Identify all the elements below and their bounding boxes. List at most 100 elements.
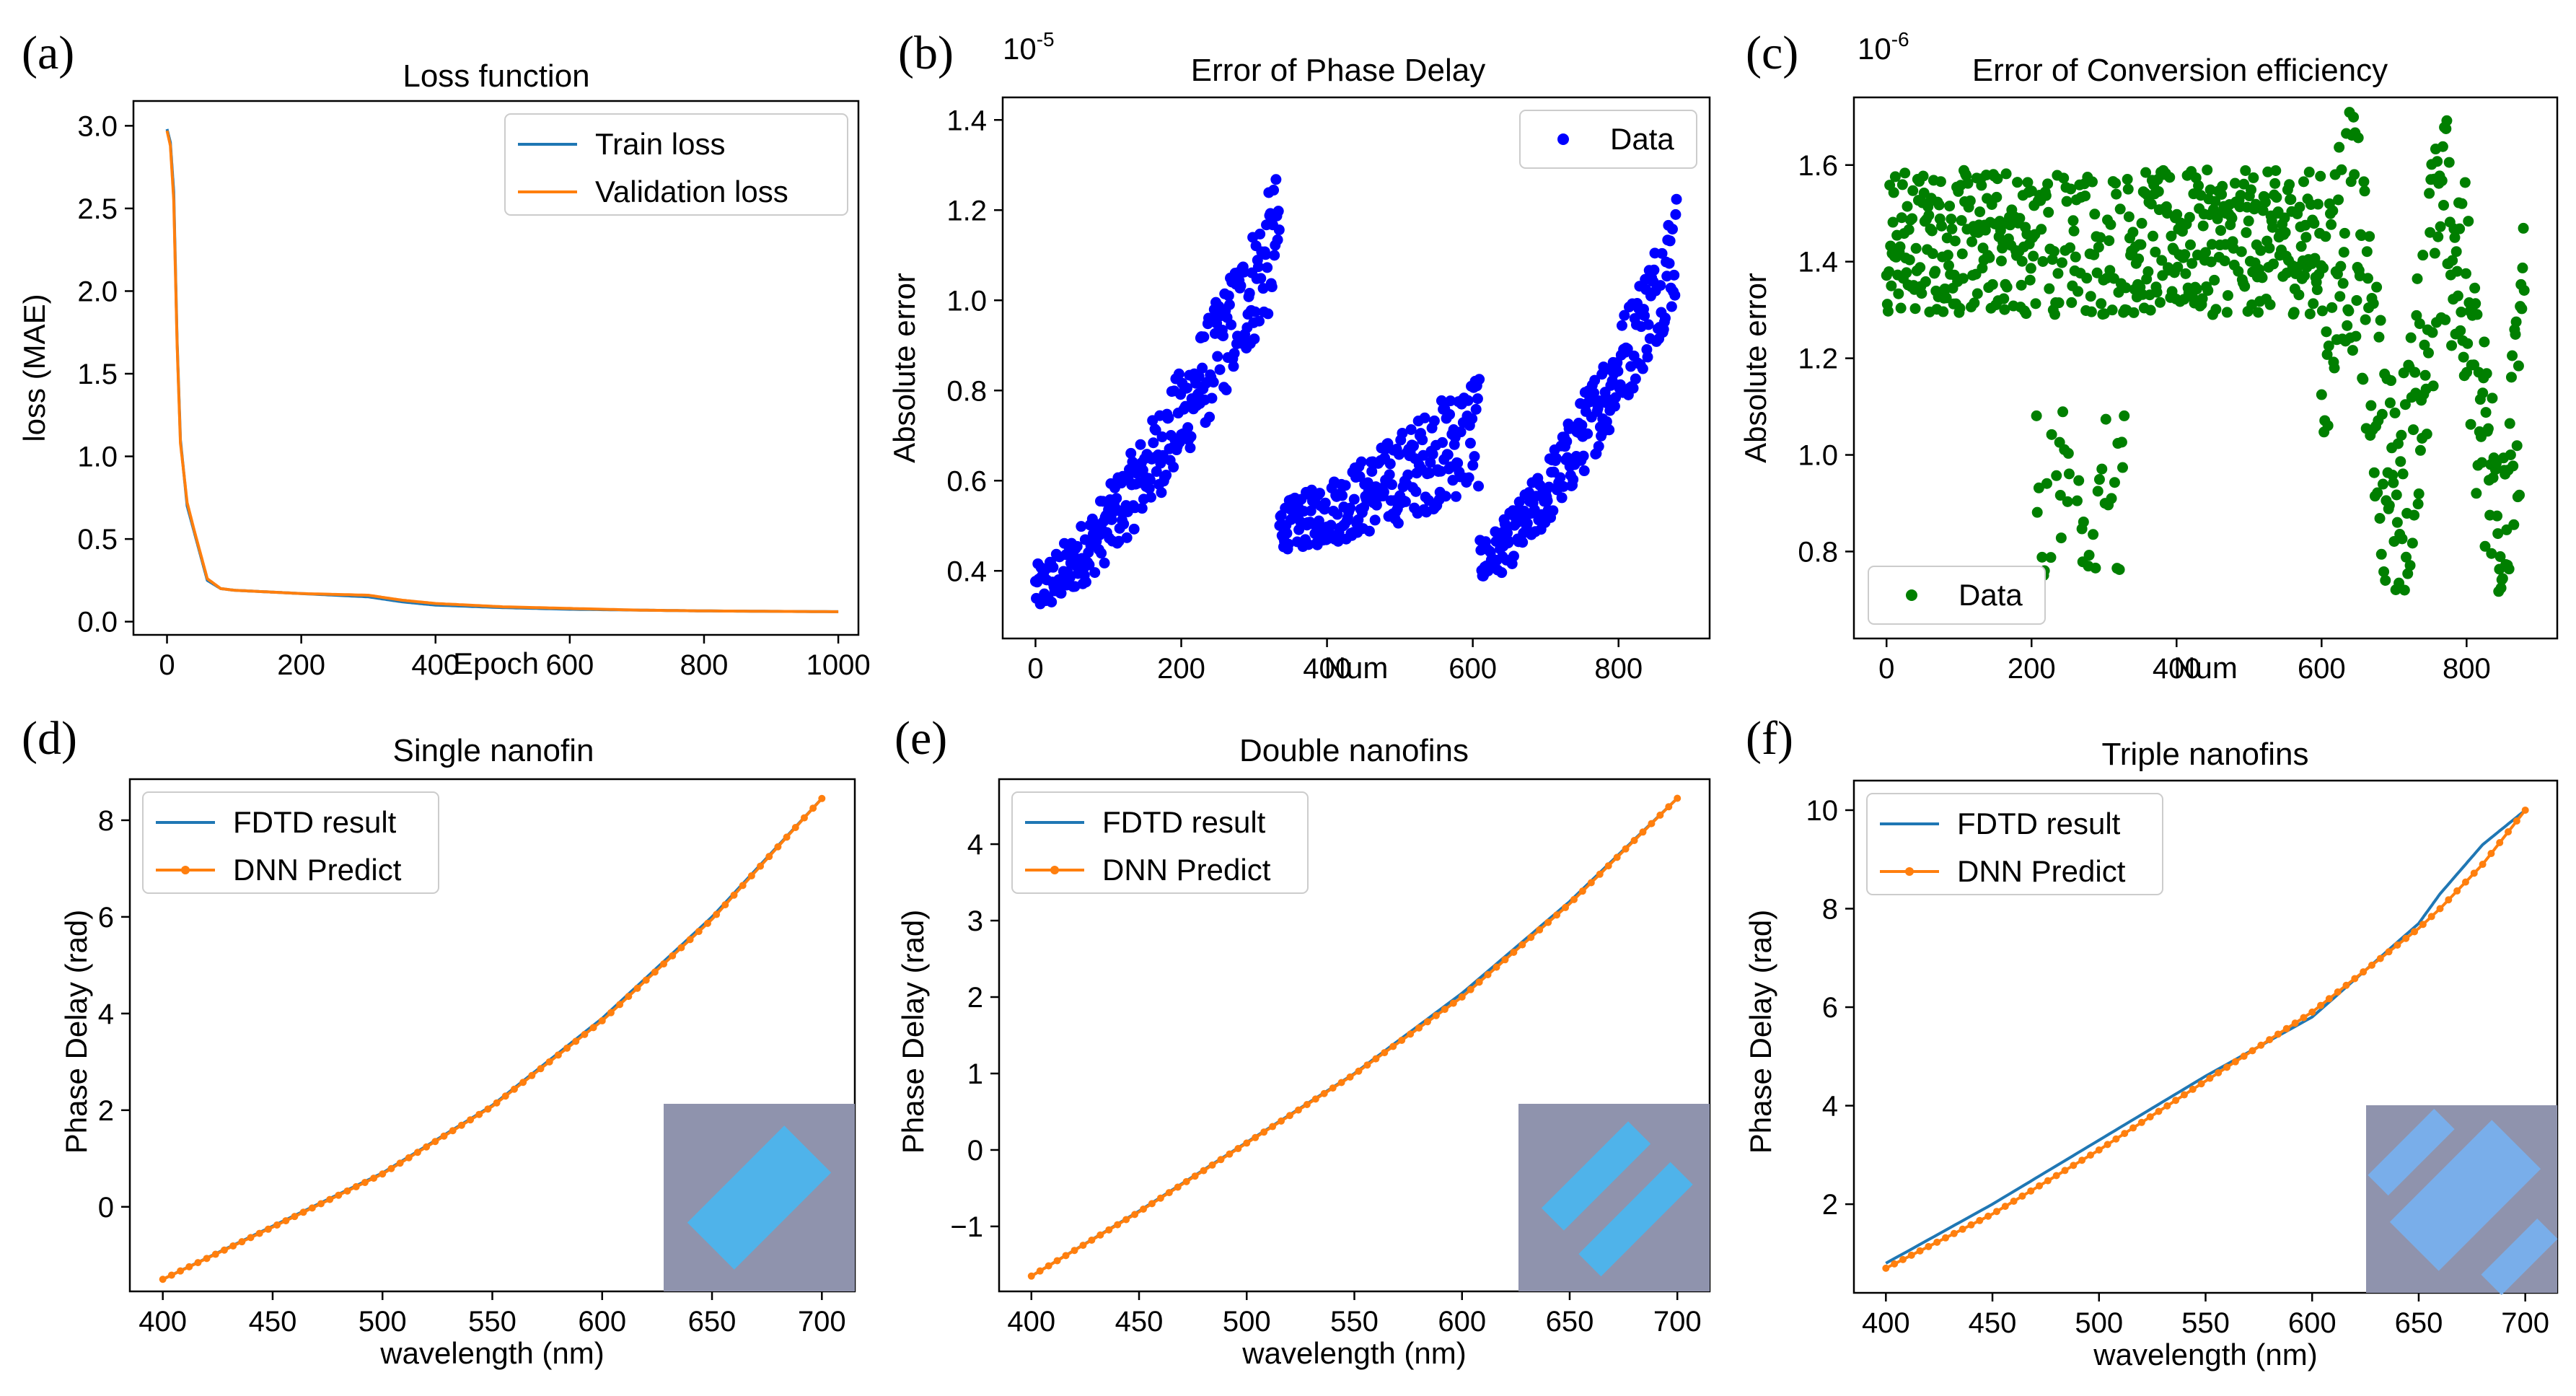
data-point	[2378, 566, 2390, 577]
chart-title: Triple nanofins	[2102, 737, 2309, 772]
data-point	[1254, 228, 1266, 240]
data-point	[2368, 961, 2375, 969]
x-tick-label: 500	[1223, 1306, 1271, 1338]
data-point	[2001, 1203, 2009, 1211]
data-point	[1428, 415, 1440, 426]
data-point	[2505, 449, 2516, 460]
data-point	[1161, 470, 1172, 481]
legend: FDTD result DNN Predict	[1866, 793, 2163, 895]
data-point	[1184, 442, 1196, 454]
data-point	[2137, 1118, 2145, 1126]
data-point	[1269, 250, 1280, 261]
x-tick-label: 0	[1878, 653, 1894, 685]
data-point	[510, 1085, 518, 1093]
data-point	[677, 944, 685, 952]
data-point	[2298, 176, 2309, 188]
data-point	[1622, 845, 1630, 853]
nanofin-inset	[2366, 1105, 2558, 1296]
data-point	[1046, 596, 1058, 607]
data-point	[2250, 198, 2261, 210]
chart-title: Double nanofins	[1239, 733, 1469, 768]
chart-title: Error of Phase Delay	[1191, 53, 1485, 88]
data-point	[1995, 255, 2007, 267]
legend-box	[1011, 791, 1309, 894]
data-point	[2065, 242, 2076, 253]
data-point	[669, 952, 677, 960]
data-point	[2255, 245, 2267, 256]
data-point	[1484, 970, 1492, 978]
data-point	[1995, 224, 2006, 236]
data-point	[1449, 999, 1457, 1007]
data-point	[1582, 428, 1593, 439]
y-tick-label: 0.6	[946, 465, 987, 497]
data-point	[1888, 187, 1899, 198]
data-point	[1964, 195, 1976, 206]
data-point	[194, 1259, 202, 1267]
x-tick-label: 0	[159, 649, 175, 681]
data-point	[1270, 174, 1282, 185]
data-point	[1047, 561, 1059, 573]
data-point	[2229, 177, 2241, 189]
data-point	[2508, 519, 2520, 530]
data-point	[2154, 297, 2166, 308]
data-point	[370, 1175, 378, 1182]
data-point	[721, 901, 729, 909]
data-point	[1303, 539, 1314, 550]
data-point	[1111, 493, 1122, 504]
data-point	[1954, 302, 1966, 314]
data-point	[2385, 948, 2393, 956]
data-point	[2062, 496, 2073, 507]
y-tick-label: 0.5	[77, 524, 118, 556]
data-point	[1398, 1036, 1406, 1044]
series-line-dnn-predict	[1030, 797, 1679, 1278]
data-point	[1079, 1242, 1087, 1250]
data-point	[1223, 290, 1234, 302]
data-point	[2470, 298, 2482, 310]
data-point	[2440, 123, 2452, 134]
data-point	[2295, 241, 2307, 253]
data-point	[1417, 449, 1429, 461]
data-point	[695, 928, 703, 936]
data-point	[2018, 1192, 2026, 1200]
data-point	[1959, 1225, 1966, 1233]
data-point	[757, 862, 765, 870]
y-tick-label: 4	[98, 998, 114, 1030]
data-point	[2487, 392, 2498, 404]
data-point	[1212, 351, 1223, 362]
data-point	[1527, 934, 1535, 941]
data-point	[2045, 552, 2057, 563]
data-point	[2300, 232, 2312, 243]
data-point	[1405, 423, 1417, 435]
data-point	[1313, 515, 1324, 527]
data-point	[1933, 199, 1945, 211]
data-point	[1371, 499, 1382, 511]
data-point	[2051, 470, 2062, 481]
x-tick-label: 0	[1027, 653, 1043, 685]
data-point	[2054, 490, 2066, 501]
data-point	[2391, 489, 2402, 501]
series-line-validation-loss	[165, 130, 839, 613]
data-point	[1235, 280, 1247, 291]
y-tick-label: 1.0	[946, 285, 987, 317]
data-point	[2057, 406, 2069, 418]
data-point	[1903, 224, 1915, 235]
y-tick-label: 1.4	[1798, 247, 1838, 278]
data-point	[2391, 517, 2403, 528]
data-point	[1956, 248, 1968, 260]
data-point	[1578, 887, 1586, 895]
data-point	[1260, 249, 1271, 260]
data-point	[1943, 260, 1954, 271]
data-point	[1174, 1183, 1182, 1191]
data-point	[1940, 292, 1952, 304]
data-point	[2479, 540, 2491, 552]
panel-label: (f)	[1746, 712, 1793, 765]
legend-label: Data	[1959, 578, 2023, 612]
data-point	[2497, 573, 2508, 584]
data-point	[238, 1238, 246, 1246]
data-point	[2360, 314, 2371, 325]
data-point	[2204, 184, 2216, 196]
data-point	[2279, 212, 2290, 224]
data-point	[2291, 1019, 2299, 1027]
data-point	[1027, 1272, 1035, 1280]
data-point	[1957, 273, 1969, 284]
